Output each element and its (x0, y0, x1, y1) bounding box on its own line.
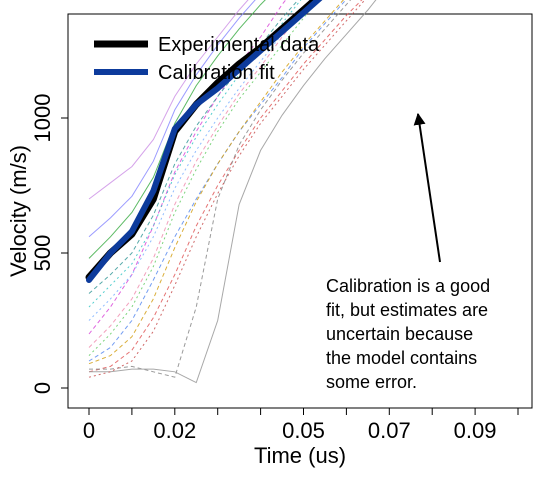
y-axis-title: Velocity (m/s) (6, 145, 31, 277)
ensemble-line (88, 0, 344, 365)
annotation-text-line: uncertain because (326, 324, 473, 344)
ensemble-line (88, 0, 347, 362)
calibration-fit-line (86, 0, 323, 283)
ensemble-line (88, 0, 249, 200)
annotation-arrow (413, 112, 441, 263)
legend-label: Calibration fit (158, 62, 275, 84)
y-tick-label: 1000 (30, 94, 55, 143)
ensemble-line (89, 0, 352, 378)
y-tick-label: 0 (30, 382, 55, 394)
x-tick-label: 0.07 (368, 418, 411, 443)
ensemble-line (89, 0, 377, 384)
x-tick-label: 0.09 (454, 418, 497, 443)
y-tick-label: 500 (30, 235, 55, 272)
x-tick-label: 0.05 (282, 418, 325, 443)
ensemble-line (88, 0, 299, 294)
ensemble-line (88, 0, 319, 356)
ensemble-line (88, 0, 366, 378)
annotation-text-line: Calibration is a good (326, 276, 490, 296)
legend-label: Experimental data (158, 34, 320, 56)
annotation-text-line: some error. (326, 372, 417, 392)
annotation-text-line: fit, but estimates are (326, 300, 488, 320)
legend: Experimental data Calibration fit (94, 34, 320, 84)
ensemble-line (88, 0, 256, 238)
annotation-text-line: the model contains (326, 348, 477, 368)
annotation: Calibration is a good fit, but estimates … (326, 112, 490, 392)
ensemble-line (88, 0, 266, 259)
x-axis-title: Time (us) (254, 443, 346, 468)
x-tick-label: 0.02 (153, 418, 196, 443)
x-tick-label: 0 (83, 418, 95, 443)
